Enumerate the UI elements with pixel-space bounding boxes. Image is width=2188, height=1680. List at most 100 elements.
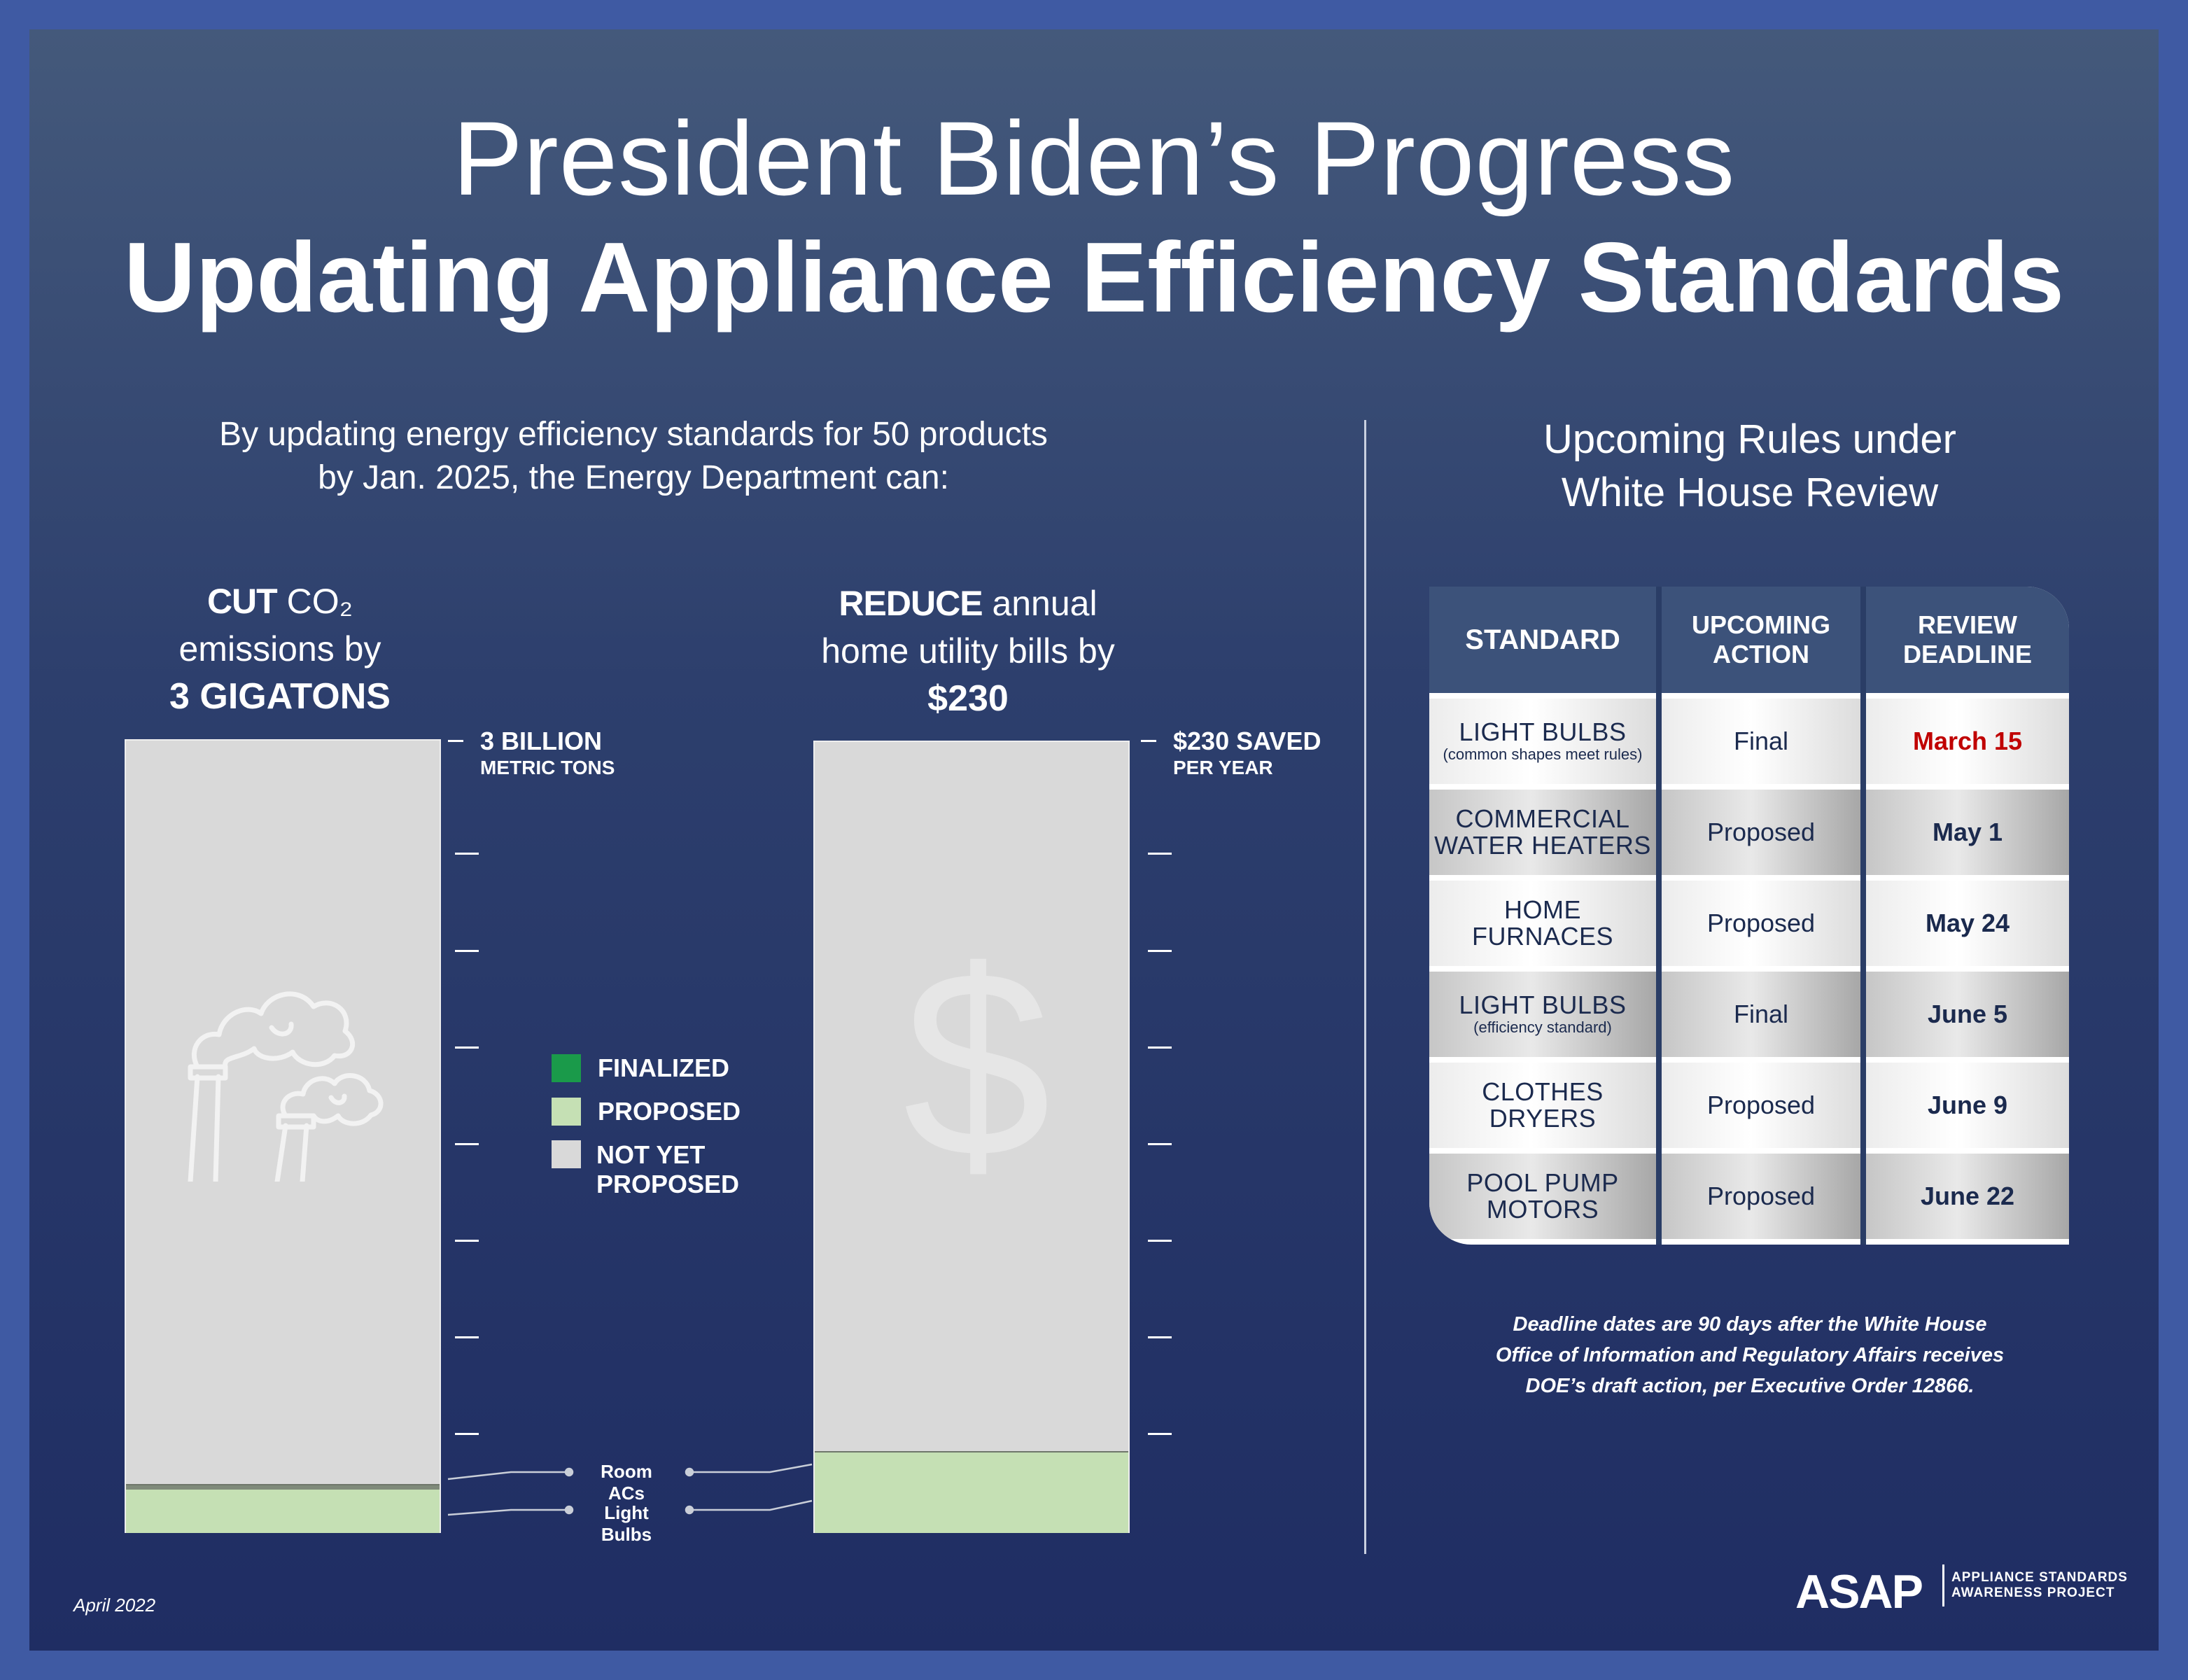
bills-heading: REDUCE annual home utility bills by $230: [800, 580, 1136, 722]
review-deadline: June 5: [1927, 1000, 2008, 1028]
co2-heading: CUT CO₂ emissions by 3 GIGATONS: [112, 578, 448, 720]
logo-divider: [1942, 1564, 1944, 1606]
co2-heading-line2: emissions by: [178, 629, 381, 668]
standard-name-line-2: WATER HEATERS: [1434, 831, 1651, 860]
legend-swatch-finalized: [552, 1054, 581, 1082]
standard-name: CLOTHES: [1482, 1077, 1604, 1106]
publish-date: April 2022: [73, 1595, 156, 1616]
table-cell-action: Proposed: [1662, 790, 1860, 875]
co2-tick: [455, 1240, 479, 1242]
co2-heading-verb: CUT: [206, 582, 278, 621]
bills-heading-line2: home utility bills by: [821, 631, 1115, 671]
table-cell-standard: CLOTHES DRYERS: [1429, 1063, 1656, 1148]
co2-heading-subject: CO₂: [276, 582, 353, 621]
dollar-icon: $: [903, 915, 1051, 1212]
upcoming-action: Proposed: [1706, 818, 1816, 846]
bills-tick-top: [1141, 740, 1156, 742]
legend-item-proposed: PROPOSED: [552, 1097, 741, 1126]
table-cell-deadline: May 1: [1866, 790, 2069, 875]
upcoming-action: Proposed: [1706, 1091, 1816, 1119]
col-header-deadline-1: REVIEW: [1917, 610, 2017, 639]
table-cell-action: Proposed: [1662, 1063, 1860, 1148]
org-name-line-2: AWARENESS PROJECT: [1951, 1586, 2115, 1600]
col-header-deadline: REVIEW DEADLINE: [1866, 587, 2069, 693]
review-deadline: March 15: [1912, 727, 2023, 755]
rules-table: STANDARD UPCOMING ACTION REVIEW DEADLINE…: [1429, 587, 2069, 1245]
bills-heading-subject: annual: [982, 584, 1097, 623]
bills-tick: [1148, 1336, 1172, 1338]
smokestack-icon: [188, 944, 391, 1184]
bills-tick: [1148, 1046, 1172, 1049]
legend-item-finalized: FINALIZED: [552, 1054, 741, 1083]
table-cell-standard: LIGHT BULBS (common shapes meet rules): [1429, 699, 1656, 784]
table-cell-deadline: June 22: [1866, 1154, 2069, 1239]
standard-name: LIGHT BULBS: [1459, 990, 1627, 1019]
standard-name: POOL PUMP: [1466, 1168, 1619, 1197]
upcoming-action: Final: [1733, 1000, 1789, 1028]
co2-bar: [125, 739, 441, 1533]
table-cell-standard: POOL PUMP MOTORS: [1429, 1154, 1656, 1239]
bills-max-unit: PER YEAR: [1173, 757, 1273, 778]
legend-label-not-yet-2: PROPOSED: [596, 1170, 740, 1198]
col-header-action-1: UPCOMING: [1692, 610, 1830, 639]
standard-name: LIGHT BULBS: [1459, 718, 1627, 746]
upcoming-action: Final: [1733, 727, 1789, 755]
legend-swatch-not-yet-proposed: [552, 1140, 581, 1168]
table-cell-standard: HOME FURNACES: [1429, 881, 1656, 966]
table-cell-standard: LIGHT BULBS (efficiency standard): [1429, 972, 1656, 1057]
upcoming-action: Proposed: [1706, 909, 1816, 937]
table-gridline: [1656, 587, 1662, 1245]
table-cell-action: Final: [1662, 972, 1860, 1057]
org-name: APPLIANCE STANDARDS AWARENESS PROJECT: [1951, 1570, 2128, 1601]
co2-tick: [455, 1336, 479, 1338]
co2-segment-room-acs: [126, 1484, 440, 1490]
standard-name: COMMERCIAL: [1455, 804, 1630, 833]
bills-segment-room-acs: [815, 1451, 1128, 1472]
bills-heading-value: $230: [927, 678, 1009, 719]
bills-tick: [1148, 1143, 1172, 1145]
co2-tick: [455, 1046, 479, 1049]
legend-label-finalized: FINALIZED: [598, 1054, 729, 1082]
co2-tick: [455, 853, 479, 855]
bills-bar: $: [813, 741, 1130, 1533]
bills-tick: [1148, 1240, 1172, 1242]
co2-tick: [455, 1433, 479, 1435]
rules-title-line-1: Upcoming Rules under: [1543, 416, 1956, 462]
asap-logo: ASAP: [1795, 1565, 1923, 1618]
legend-swatch-proposed: [552, 1098, 581, 1126]
co2-segment-light-bulbs: [126, 1488, 440, 1533]
table-cell-deadline: March 15: [1866, 699, 2069, 784]
bills-max-value: $230 SAVED: [1173, 727, 1321, 755]
standard-note: (common shapes meet rules): [1443, 746, 1643, 763]
col-header-action-2: ACTION: [1713, 640, 1809, 668]
org-name-line-1: APPLIANCE STANDARDS: [1951, 1570, 2128, 1585]
rules-title-line-2: White House Review: [1561, 470, 1939, 515]
callout-room-acs: Room ACs: [601, 1461, 652, 1504]
intro-line-1: By updating energy efficiency standards …: [219, 416, 1048, 453]
legend-item-not-yet-proposed: NOT YET PROPOSED: [552, 1140, 741, 1199]
standard-name-line-2: FURNACES: [1471, 922, 1614, 951]
review-deadline: May 1: [1932, 818, 2003, 846]
table-cell-deadline: June 9: [1866, 1063, 2069, 1148]
co2-max-value: 3 BILLION: [480, 727, 603, 755]
section-divider: [1364, 420, 1366, 1554]
table-cell-action: Final: [1662, 699, 1860, 784]
review-deadline: June 22: [1920, 1182, 2015, 1210]
bills-heading-verb: REDUCE: [839, 584, 983, 623]
bills-segment-light-bulbs: [815, 1471, 1128, 1533]
table-gridline: [1860, 587, 1866, 1245]
standard-name-line-2: MOTORS: [1486, 1195, 1599, 1224]
upcoming-action: Proposed: [1706, 1182, 1816, 1210]
table-cell-deadline: June 5: [1866, 972, 2069, 1057]
co2-heading-value: 3 GIGATONS: [169, 676, 391, 717]
co2-tick-top: [448, 740, 463, 742]
co2-tick: [455, 1143, 479, 1145]
bills-tick: [1148, 1433, 1172, 1435]
bills-tick: [1148, 853, 1172, 855]
review-deadline: May 24: [1925, 909, 2010, 937]
bills-max-label: $230 SAVED PER YEAR: [1173, 726, 1321, 779]
col-header-deadline-2: DEADLINE: [1902, 640, 2032, 668]
legend-label-proposed: PROPOSED: [598, 1097, 741, 1126]
col-header-standard: STANDARD: [1429, 587, 1656, 693]
callout-light-bulbs: Light Bulbs: [601, 1502, 652, 1545]
